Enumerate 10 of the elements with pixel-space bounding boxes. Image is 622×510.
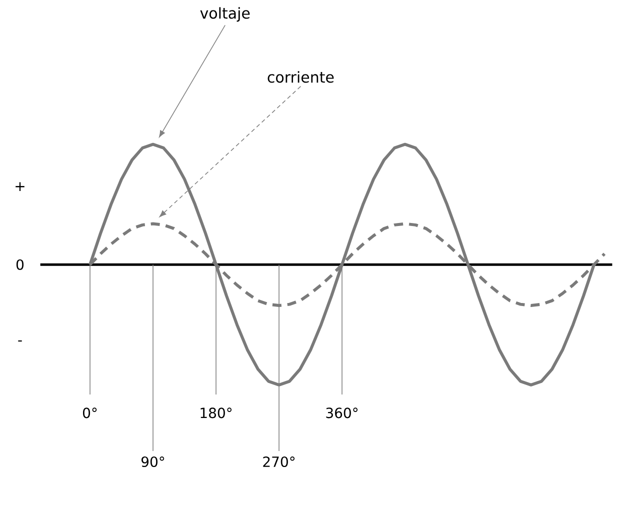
- text: 0: [16, 259, 24, 270]
- ref-line-label: 90°: [141, 456, 164, 468]
- text: +: [16, 182, 24, 192]
- text: -: [18, 340, 22, 342]
- x-tick-label: 360°: [326, 408, 358, 418]
- text: corriente: [268, 71, 334, 83]
- x-tick-label: 0°: [82, 408, 97, 418]
- x-tick-label: 180°: [200, 408, 232, 418]
- ref-line-label: 270°: [263, 456, 295, 468]
- text: voltaje: [200, 7, 250, 22]
